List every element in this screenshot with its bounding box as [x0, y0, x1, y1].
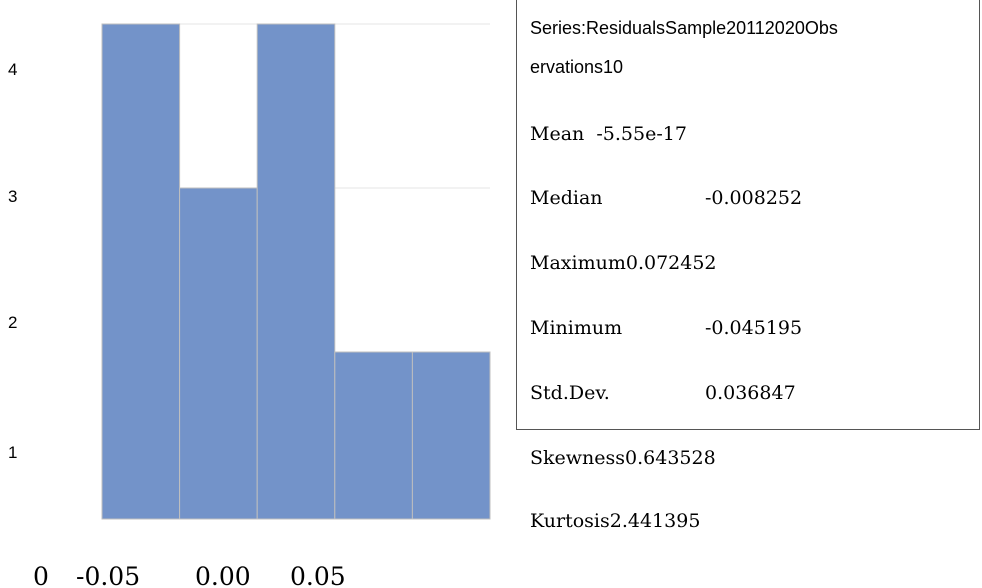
x-tick-label-0: 0 — [33, 562, 49, 588]
bar-4 — [411, 351, 491, 520]
stat-mean: Mean -5.55e-17 — [530, 123, 687, 145]
bar-1 — [179, 187, 258, 520]
x-tick-label-3: 0.05 — [290, 562, 346, 588]
stat-maximum: Maximum0.072452 — [530, 252, 717, 274]
bar-3 — [334, 351, 413, 520]
stat-stddev-label: Std.Dev. — [530, 382, 610, 404]
stat-skewness-label: Skewness — [530, 447, 626, 469]
bar-2 — [256, 23, 336, 520]
stat-maximum-value: 0.072452 — [625, 252, 717, 274]
stat-stddev: Std.Dev. 0.036847 — [530, 382, 796, 404]
histogram-chart: 1 2 3 4 0 -0.05 0.00 0.05 — [8, 23, 491, 588]
stat-kurtosis-label: Kurtosis — [530, 510, 610, 532]
stat-kurtosis-value: 2.441395 — [609, 510, 701, 532]
stat-minimum-label: Minimum — [530, 317, 623, 339]
stat-minimum: Minimum -0.045195 — [530, 317, 802, 339]
stats-box — [516, 0, 980, 430]
stat-stddev-value: 0.036847 — [705, 382, 796, 404]
stat-minimum-value: -0.045195 — [705, 317, 803, 339]
y-tick-label-1: 1 — [8, 443, 17, 462]
series-line-1: Series:ResidualsSample20112020Obs — [530, 18, 838, 38]
stat-kurtosis: Kurtosis2.441395 — [530, 510, 700, 532]
y-tick-label-3: 3 — [8, 187, 17, 206]
y-tick-label-2: 2 — [8, 313, 17, 332]
stat-median: Median -0.008252 — [530, 187, 802, 209]
stat-median-value: -0.008252 — [705, 187, 803, 209]
series-line-2: ervations10 — [530, 57, 624, 77]
stat-skewness-value: 0.643528 — [625, 447, 716, 469]
y-tick-label-4: 4 — [8, 60, 17, 79]
stat-skewness: Skewness0.643528 — [530, 447, 716, 469]
x-tick-label-2: 0.00 — [195, 562, 251, 588]
stat-maximum-label: Maximum — [530, 252, 626, 274]
stat-mean-label: Mean — [530, 123, 585, 145]
bar-0 — [101, 23, 181, 520]
stat-mean-value: -5.55e-17 — [596, 123, 687, 145]
x-tick-label-1: -0.05 — [76, 562, 140, 588]
stat-median-label: Median — [530, 187, 603, 209]
